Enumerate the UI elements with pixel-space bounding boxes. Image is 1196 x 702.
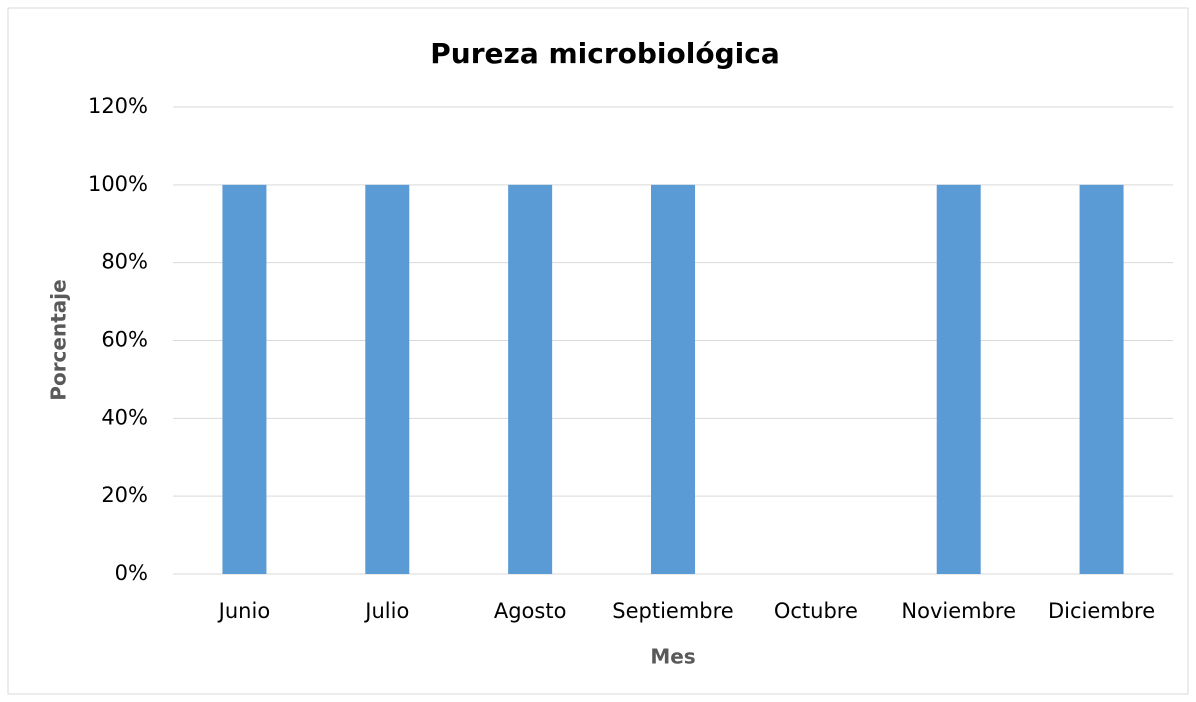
x-tick-label: Noviembre (901, 599, 1016, 623)
x-tick-label: Octubre (774, 599, 858, 623)
y-tick-label: 120% (88, 94, 148, 118)
y-tick-label: 80% (101, 250, 148, 274)
x-tick-label: Diciembre (1048, 599, 1155, 623)
x-axis-label: Mes (650, 645, 695, 669)
bar (1079, 184, 1124, 575)
chart-border (7, 7, 1189, 695)
x-tick-label: Septiembre (612, 599, 733, 623)
y-tick-label: 40% (101, 405, 148, 429)
chart-title: Pureza microbiológica (430, 37, 779, 70)
y-tick-label: 100% (88, 172, 148, 196)
x-tick-label: Junio (217, 599, 271, 623)
x-tick-label: Agosto (494, 599, 567, 623)
bar (936, 184, 981, 575)
x-tick-label: Julio (363, 599, 409, 623)
y-tick-label: 60% (101, 328, 148, 352)
bar (222, 184, 267, 575)
bar (651, 184, 695, 575)
y-axis-label: Porcentaje (47, 279, 71, 400)
bar (365, 184, 410, 575)
bar (508, 184, 553, 575)
y-tick-label: 0% (115, 561, 148, 585)
y-tick-label: 20% (101, 483, 148, 507)
